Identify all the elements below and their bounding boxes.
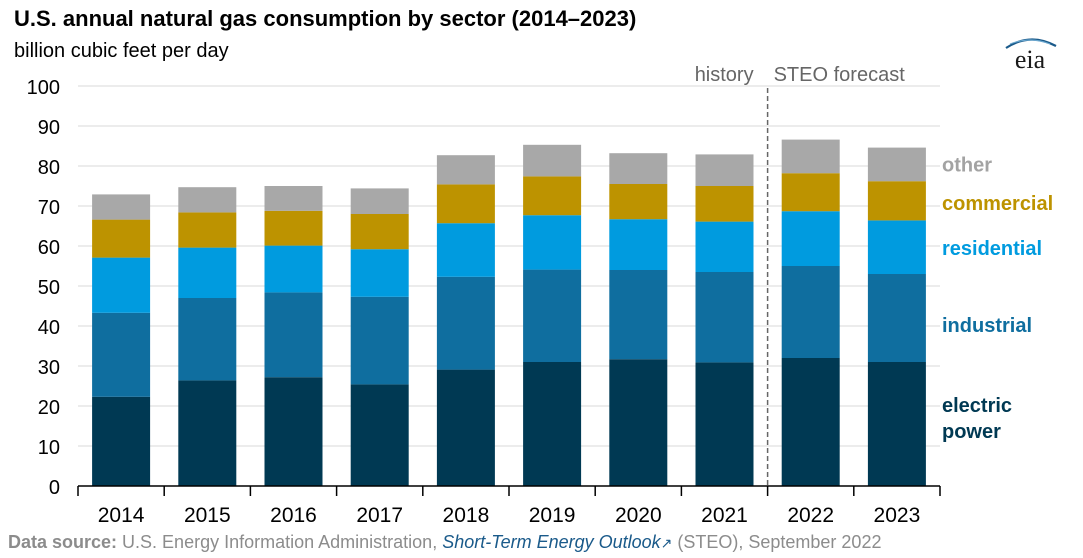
history-label: history [695, 64, 754, 86]
bar-segment [695, 154, 754, 186]
bar-segment [92, 194, 151, 220]
bar-segment [523, 176, 582, 216]
x-tick-label: 2014 [98, 504, 145, 527]
legend-label: electric power [942, 395, 1012, 443]
bar-segment [178, 247, 237, 298]
bar-segment [92, 396, 151, 486]
bar-segment [92, 312, 151, 397]
bar-segment [178, 380, 237, 486]
legend-label: other [942, 154, 992, 176]
bar-segment [609, 184, 668, 220]
bar-segment [867, 274, 926, 362]
external-link-icon[interactable]: ↗ [660, 535, 673, 551]
bar-segment [609, 153, 668, 184]
x-tick-label: 2020 [615, 504, 662, 527]
bar-segment [609, 219, 668, 270]
bar-segment [264, 245, 323, 293]
y-tick-label: 60 [38, 237, 60, 259]
x-tick-label: 2018 [443, 504, 490, 527]
source-label: Data source: [8, 532, 118, 552]
x-tick-label: 2021 [701, 504, 748, 527]
bar-segment [781, 266, 840, 358]
y-tick-label: 100 [27, 77, 60, 99]
chart-title: U.S. annual natural gas consumption by s… [14, 6, 637, 31]
bar-segment [436, 369, 495, 486]
source-text-2: (STEO), September 2022 [672, 532, 882, 552]
y-tick-label: 0 [49, 477, 60, 499]
bar-segment [436, 276, 495, 370]
y-tick-label: 90 [38, 117, 60, 139]
steo-link[interactable]: Short-Term Energy Outlook [442, 532, 661, 552]
bar-segment [264, 186, 323, 211]
bar-segment [523, 362, 582, 486]
bar-segment [523, 269, 582, 362]
bar-segment [436, 184, 495, 224]
x-tick-label: 2016 [270, 504, 317, 527]
bar-segment [609, 270, 668, 360]
y-tick-label: 20 [38, 397, 60, 419]
legend-label: industrial [942, 315, 1032, 337]
bar-segment [781, 173, 840, 212]
bar-segment [867, 362, 926, 486]
bar-segment [350, 296, 409, 385]
bar-segment [781, 139, 840, 174]
bar-segment [523, 144, 582, 177]
legend-label: commercial [942, 193, 1053, 215]
bar-segment [178, 212, 237, 248]
y-tick-label: 40 [38, 317, 60, 339]
y-tick-label: 50 [38, 277, 60, 299]
bar-segment [350, 384, 409, 486]
chart-subtitle: billion cubic feet per day [14, 40, 229, 62]
bar-segment [781, 358, 840, 486]
bar-segment [264, 377, 323, 486]
bar-segment [867, 147, 926, 182]
forecast-label: STEO forecast [774, 64, 906, 86]
bar-segment [178, 187, 237, 213]
bar-segment [781, 211, 840, 266]
bar-segment [92, 219, 151, 258]
x-tick-label: 2019 [529, 504, 576, 527]
bar-segment [695, 272, 754, 363]
legend-label: residential [942, 238, 1042, 260]
bar-segment [350, 214, 409, 250]
bar-segment [436, 155, 495, 185]
bar-segment [867, 220, 926, 274]
bar-segment [867, 181, 926, 221]
x-tick-label: 2023 [874, 504, 921, 527]
bar-segment [436, 223, 495, 277]
stacked-bar-chart: 0 10 20 30 40 50 60 70 80 90 100 2014 2015 2016 2017 20… [27, 64, 1054, 527]
eia-logo: eia [1005, 38, 1057, 74]
bar-segment [350, 188, 409, 214]
y-tick-label: 10 [38, 437, 60, 459]
bar-segment [92, 257, 151, 313]
source-text-1: U.S. Energy Information Administration, [117, 532, 443, 552]
data-source-note: Data source: U.S. Energy Information Adm… [8, 532, 881, 553]
y-tick-label: 70 [38, 197, 60, 219]
bar-segment [264, 210, 323, 246]
bar-segment [695, 221, 754, 272]
bar-segment [264, 292, 323, 378]
bar-segment [523, 215, 582, 270]
bar-segment [695, 186, 754, 222]
bar-segment [695, 362, 754, 486]
y-tick-label: 80 [38, 157, 60, 179]
bar-segment [178, 298, 237, 381]
x-tick-label: 2015 [184, 504, 231, 527]
logo-text: eia [1015, 45, 1046, 74]
x-tick-label: 2017 [356, 504, 403, 527]
x-tick-label: 2022 [787, 504, 834, 527]
y-tick-label: 30 [38, 357, 60, 379]
bar-segment [609, 359, 668, 486]
bar-segment [350, 249, 409, 297]
